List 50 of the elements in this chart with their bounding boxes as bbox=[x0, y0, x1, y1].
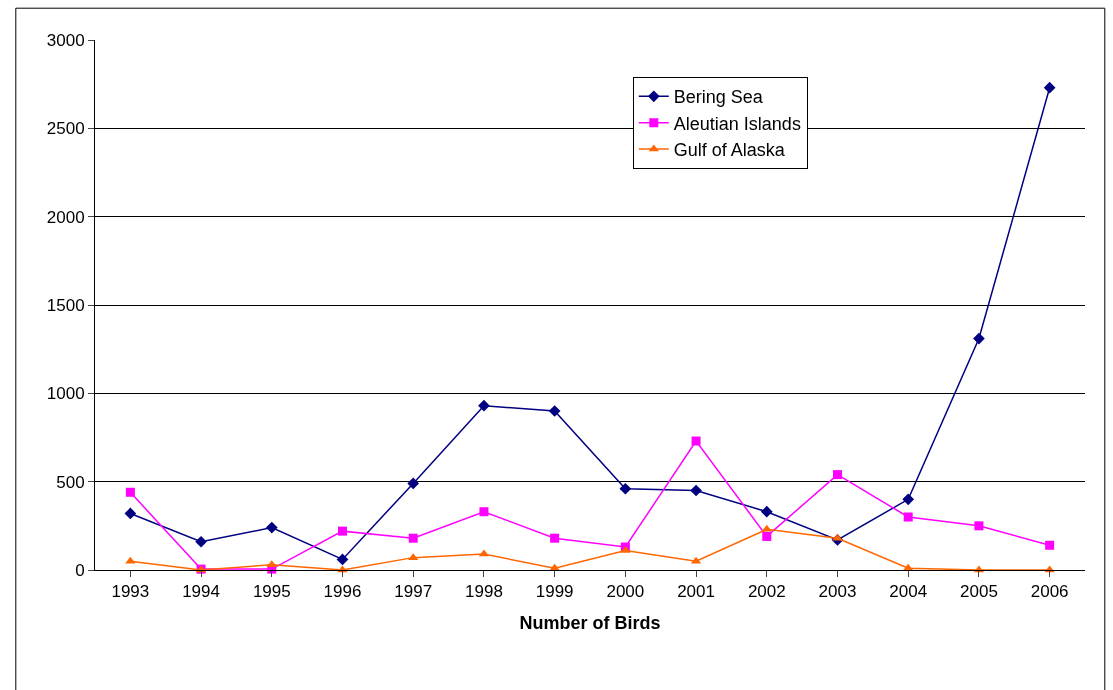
point bbox=[903, 512, 913, 522]
x-tick-label: 1993 bbox=[111, 582, 150, 602]
point bbox=[478, 399, 490, 412]
legend-label: Aleutian Islands bbox=[673, 113, 801, 134]
x-tick-label: 2001 bbox=[677, 582, 715, 602]
x-tick-label: 1998 bbox=[465, 582, 503, 602]
point bbox=[195, 535, 207, 548]
point bbox=[550, 533, 560, 543]
y-tick-label: 1500 bbox=[46, 295, 85, 315]
point bbox=[691, 436, 701, 446]
x-tick-label: 1997 bbox=[394, 582, 433, 602]
point bbox=[479, 507, 489, 517]
point bbox=[762, 531, 772, 541]
y-tick-label: 0 bbox=[75, 560, 85, 580]
point bbox=[408, 533, 418, 543]
point bbox=[407, 477, 420, 490]
x-tick-label: 2000 bbox=[606, 582, 645, 602]
y-tick-label: 500 bbox=[56, 472, 85, 492]
point bbox=[902, 493, 915, 506]
x-tick-label: 2003 bbox=[818, 582, 857, 602]
y-tick-label: 2500 bbox=[46, 119, 85, 139]
x-tick-label: 1994 bbox=[182, 582, 220, 602]
point bbox=[1043, 81, 1056, 94]
legend-label: Gulf of Alaska bbox=[673, 140, 786, 161]
legend-label: Bering Sea bbox=[673, 87, 764, 108]
y-tick-label: 3000 bbox=[46, 30, 85, 50]
point bbox=[619, 482, 632, 495]
point bbox=[265, 521, 278, 534]
x-tick-label: 2002 bbox=[747, 582, 786, 602]
point bbox=[1045, 540, 1055, 550]
point bbox=[761, 524, 772, 532]
x-tick-label: 2005 bbox=[960, 582, 998, 602]
point bbox=[336, 553, 349, 566]
x-axis-title: Number of Birds bbox=[519, 612, 661, 633]
y-tick-label: 2000 bbox=[46, 207, 85, 227]
point bbox=[974, 521, 984, 531]
x-tick-label: 1995 bbox=[252, 582, 291, 602]
x-tick-label: 2004 bbox=[889, 582, 928, 602]
point bbox=[125, 487, 135, 497]
x-tick-label: 1999 bbox=[535, 582, 574, 602]
point bbox=[690, 484, 702, 497]
point bbox=[973, 332, 985, 345]
y-tick-label: 1000 bbox=[46, 384, 85, 404]
point bbox=[833, 470, 842, 480]
point bbox=[338, 526, 347, 536]
x-tick-label: 1996 bbox=[323, 582, 362, 602]
x-tick-label: 2006 bbox=[1030, 582, 1069, 602]
point bbox=[548, 405, 561, 417]
point bbox=[760, 505, 773, 518]
point bbox=[124, 507, 137, 520]
